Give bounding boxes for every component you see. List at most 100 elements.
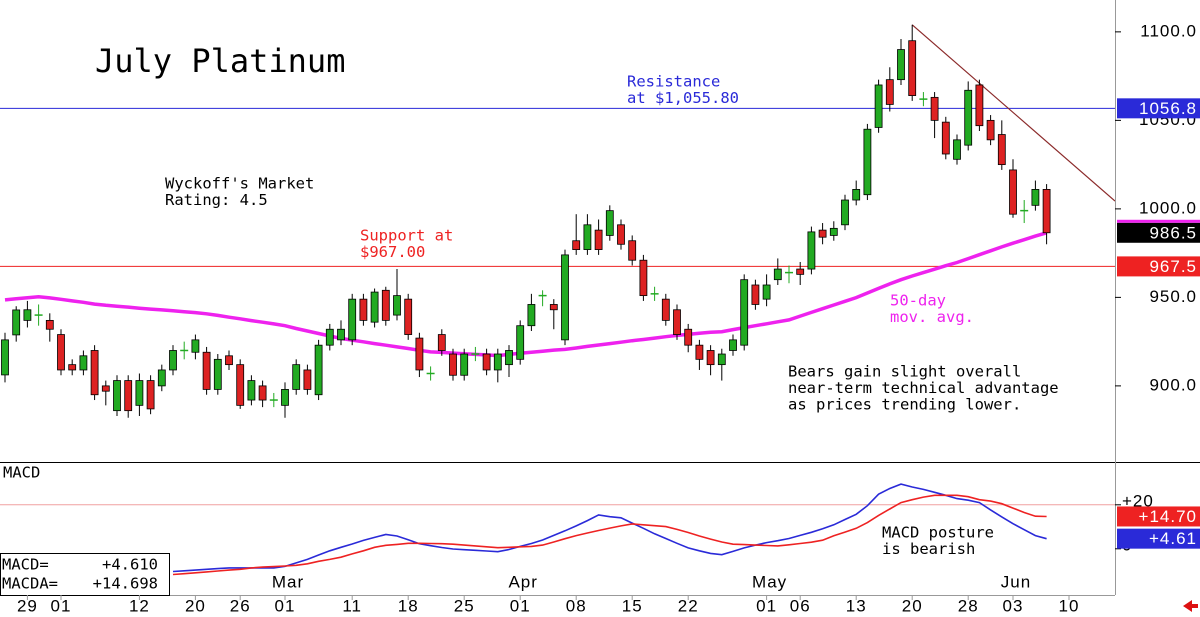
candle-body — [930, 96, 939, 121]
candle-body — [639, 259, 648, 297]
candle-body — [1009, 169, 1017, 215]
candle-body — [68, 364, 77, 371]
candle-body — [325, 328, 334, 346]
x-tick-label: 12 — [129, 596, 150, 615]
candle-body — [628, 240, 637, 261]
legend-name: MACD= — [2, 556, 49, 574]
candle-body — [146, 380, 155, 410]
candle-body — [359, 298, 368, 321]
candle-body — [1, 339, 9, 376]
candle-body — [751, 284, 760, 305]
candle-body — [493, 353, 502, 371]
candle-body — [225, 355, 233, 366]
legend-value: +4.610 — [102, 556, 158, 574]
candle-body — [818, 229, 827, 238]
candle-body — [370, 291, 379, 323]
candle-body — [202, 351, 211, 390]
y-tick-label: 950.0 — [1149, 287, 1197, 306]
x-tick-label: 18 — [398, 596, 419, 615]
legend-value: +14.698 — [93, 575, 158, 593]
price-marker-box — [1117, 222, 1200, 243]
candle-body — [594, 229, 603, 250]
candle-body — [404, 298, 413, 335]
candle-body — [762, 284, 771, 300]
x-tick-label: 28 — [958, 596, 979, 615]
month-label: Mar — [272, 572, 304, 591]
candle-body — [57, 334, 65, 371]
x-tick-label: 08 — [566, 596, 587, 615]
candle-body — [807, 231, 816, 270]
price-marker-label: 986.5 — [1149, 223, 1197, 242]
candle-body — [897, 49, 905, 81]
candle-body — [393, 295, 401, 316]
candle-body — [23, 309, 32, 321]
candle-body — [1031, 189, 1040, 206]
price-marker-border — [1117, 219, 1200, 223]
candle-body — [449, 353, 457, 376]
macd-line — [172, 483, 1047, 573]
macd-marker-box — [1117, 528, 1200, 549]
macd-marker-label: +4.61 — [1149, 529, 1197, 548]
scroll-arrow[interactable] — [1183, 600, 1198, 612]
candle-body — [169, 350, 177, 371]
candle-body — [661, 298, 670, 321]
x-tick-label: 29 — [17, 596, 38, 615]
y-tick-label: 1000.0 — [1139, 198, 1197, 217]
annotation: mov. avg. — [890, 308, 974, 326]
candle-body — [191, 339, 200, 353]
candle-body — [997, 134, 1006, 166]
price-marker-label: 967.5 — [1149, 257, 1197, 276]
candle-body — [157, 369, 166, 387]
candle-body — [874, 84, 883, 128]
candle-body — [583, 224, 592, 250]
candle-body — [258, 385, 267, 401]
x-tick-label: 26 — [230, 596, 251, 615]
candle-body — [773, 268, 782, 281]
candle-body — [415, 337, 424, 371]
candle-body — [516, 325, 525, 360]
candle-body — [964, 89, 973, 146]
candle-body — [695, 344, 704, 360]
candle-body — [953, 139, 961, 160]
candle-body — [829, 227, 838, 236]
price-panel — [0, 24, 1115, 418]
candle-body — [460, 353, 469, 376]
annotation: Resistance — [627, 73, 720, 91]
x-tick-label: 13 — [846, 596, 867, 615]
candle-body — [213, 358, 222, 390]
moving-average — [4, 231, 1048, 358]
price-marker-label: 1056.8 — [1139, 99, 1197, 118]
x-tick-label: 11 — [342, 596, 362, 615]
trendline — [911, 24, 1115, 202]
candle-body — [135, 380, 144, 406]
candle-body — [381, 289, 390, 321]
candle-body — [281, 389, 289, 406]
macd-line — [172, 494, 1047, 576]
annotation: Wyckoff's Market — [165, 175, 314, 193]
x-tick-label: 15 — [622, 596, 643, 615]
candle-body — [706, 350, 715, 366]
x-tick-label: 01 — [510, 596, 531, 615]
candle-body — [740, 279, 749, 346]
annotation: $967.00 — [360, 243, 425, 261]
month-label: May — [752, 572, 787, 591]
x-tick-label: 01 — [275, 596, 296, 615]
candle-body — [941, 121, 950, 155]
y-tick-label: 1100.0 — [1140, 21, 1197, 40]
candle-body — [852, 189, 861, 201]
candle-body — [885, 79, 894, 105]
candle-body — [549, 304, 558, 311]
candle-body — [124, 380, 133, 412]
x-tick-label: 20 — [902, 596, 923, 615]
x-tick-label: 25 — [454, 596, 475, 615]
candle-body — [12, 309, 21, 336]
candle-body — [314, 344, 323, 396]
candle-body — [45, 319, 54, 330]
candle-body — [527, 304, 536, 327]
candle-body — [79, 355, 88, 371]
candle-body — [673, 309, 681, 335]
candle-body — [684, 328, 693, 346]
